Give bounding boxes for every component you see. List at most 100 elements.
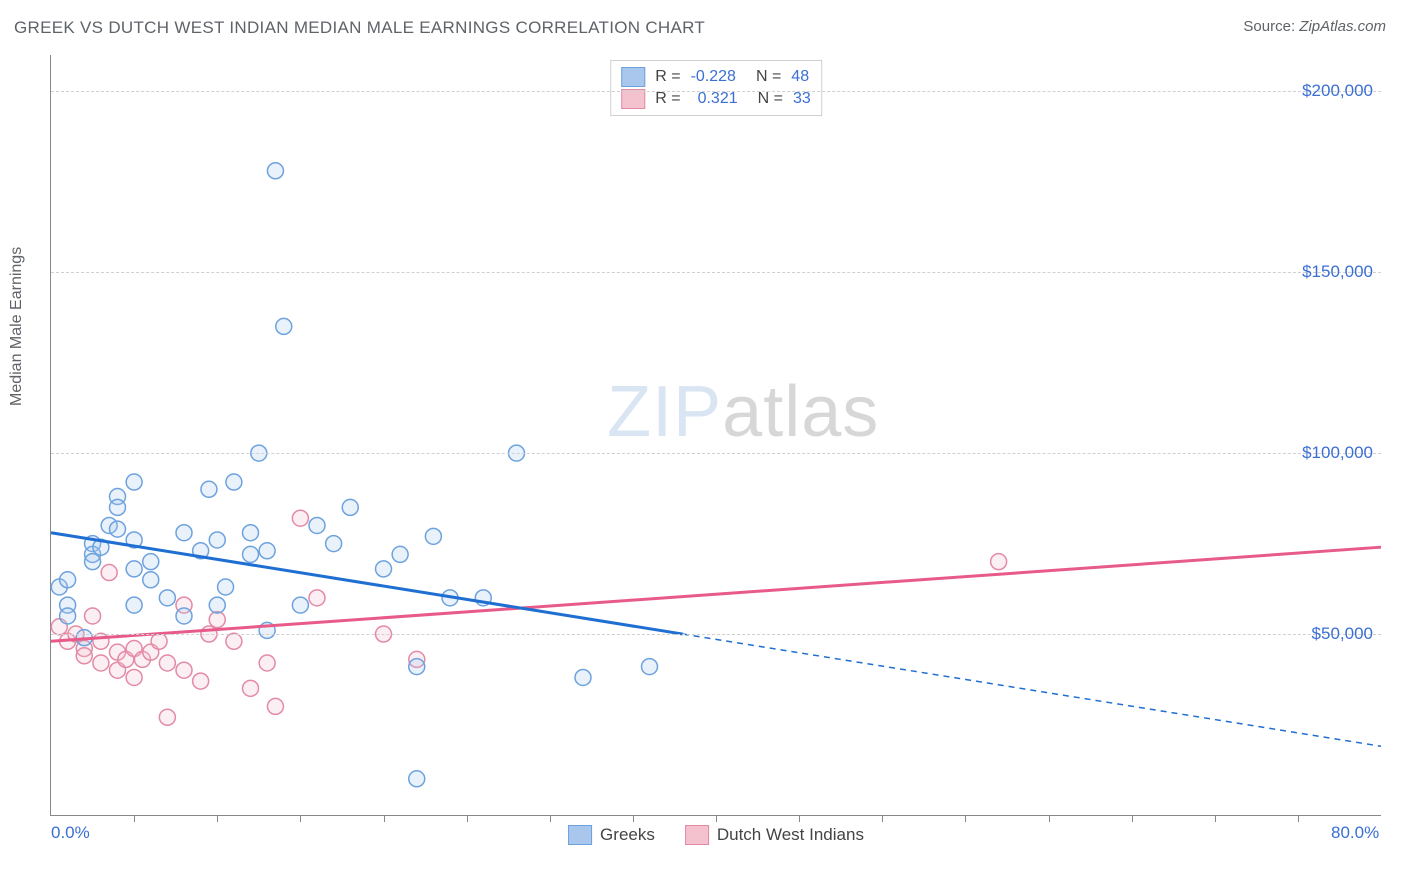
data-point [126,474,142,490]
data-point [93,633,109,649]
source-name: ZipAtlas.com [1299,18,1386,35]
data-point [342,499,358,515]
data-point [209,612,225,628]
x-tick [965,815,966,822]
y-tick-label: $100,000 [1302,443,1373,463]
data-point [110,521,126,537]
gridline [51,91,1381,92]
data-point [60,608,76,624]
data-point [226,633,242,649]
swatch-greek-bottom [568,825,592,845]
data-point [259,655,275,671]
x-tick [1215,815,1216,822]
data-point [151,633,167,649]
data-point [143,554,159,570]
data-point [176,608,192,624]
data-point [110,499,126,515]
data-point [93,655,109,671]
y-axis-label: Median Male Earnings [8,247,26,406]
data-point [218,579,234,595]
n-value-dutch: 33 [793,90,811,108]
y-tick-label: $200,000 [1302,81,1373,101]
data-point [276,318,292,334]
gridline [51,634,1381,635]
n-value-greek: 48 [791,68,809,86]
x-tick [467,815,468,822]
x-tick [550,815,551,822]
data-point [176,662,192,678]
data-point [143,572,159,588]
series-name-greek: Greeks [600,825,655,845]
legend-row-greek: R = -0.228 N = 48 [621,67,811,87]
data-point [309,517,325,533]
data-point [409,771,425,787]
source-attribution: Source: ZipAtlas.com [1243,18,1386,35]
x-tick [300,815,301,822]
data-point [126,561,142,577]
swatch-greek [621,67,645,87]
data-point [126,669,142,685]
data-point [159,590,175,606]
data-point [201,481,217,497]
data-point [85,608,101,624]
gridline [51,453,1381,454]
data-point [991,554,1007,570]
source-prefix: Source: [1243,18,1299,35]
plot-area: ZIPatlas R = -0.228 N = 48 R = 0.321 N =… [50,55,1381,816]
data-point [159,709,175,725]
data-point [259,543,275,559]
legend-item-greek: Greeks [568,825,655,845]
n-label-greek: N = [756,68,781,86]
r-value-dutch: 0.321 [698,90,738,108]
data-point [376,561,392,577]
x-tick [882,815,883,822]
data-point [243,680,259,696]
data-point [267,163,283,179]
data-point [292,597,308,613]
data-point [267,698,283,714]
chart-title: GREEK VS DUTCH WEST INDIAN MEDIAN MALE E… [14,18,705,38]
data-point [159,655,175,671]
data-point [243,525,259,541]
legend-item-dutch: Dutch West Indians [685,825,864,845]
y-tick-label: $50,000 [1312,624,1373,644]
data-point [409,659,425,675]
n-label-dutch: N = [758,90,783,108]
data-point [575,669,591,685]
x-tick [1132,815,1133,822]
data-point [642,659,658,675]
r-value-greek: -0.228 [691,68,736,86]
x-tick-label: 0.0% [51,823,90,843]
data-point [309,590,325,606]
x-tick [384,815,385,822]
x-tick [1049,815,1050,822]
gridline [51,272,1381,273]
y-tick-label: $150,000 [1302,262,1373,282]
data-point [209,597,225,613]
data-point [176,525,192,541]
x-tick [134,815,135,822]
x-tick-label: 80.0% [1331,823,1379,843]
swatch-dutch-bottom [685,825,709,845]
r-label-greek: R = [655,68,680,86]
correlation-legend: R = -0.228 N = 48 R = 0.321 N = 33 [610,60,822,116]
data-point [85,554,101,570]
data-point [292,510,308,526]
series-name-dutch: Dutch West Indians [717,825,864,845]
series-legend: Greeks Dutch West Indians [568,825,864,845]
data-point [126,597,142,613]
x-tick [1298,815,1299,822]
data-point [209,532,225,548]
data-point [326,536,342,552]
x-tick [716,815,717,822]
x-tick [633,815,634,822]
chart-svg [51,55,1381,815]
data-point [60,572,76,588]
data-point [193,673,209,689]
r-label-dutch: R = [655,90,680,108]
x-tick [217,815,218,822]
data-point [101,565,117,581]
x-tick [799,815,800,822]
data-point [392,546,408,562]
data-point [425,528,441,544]
